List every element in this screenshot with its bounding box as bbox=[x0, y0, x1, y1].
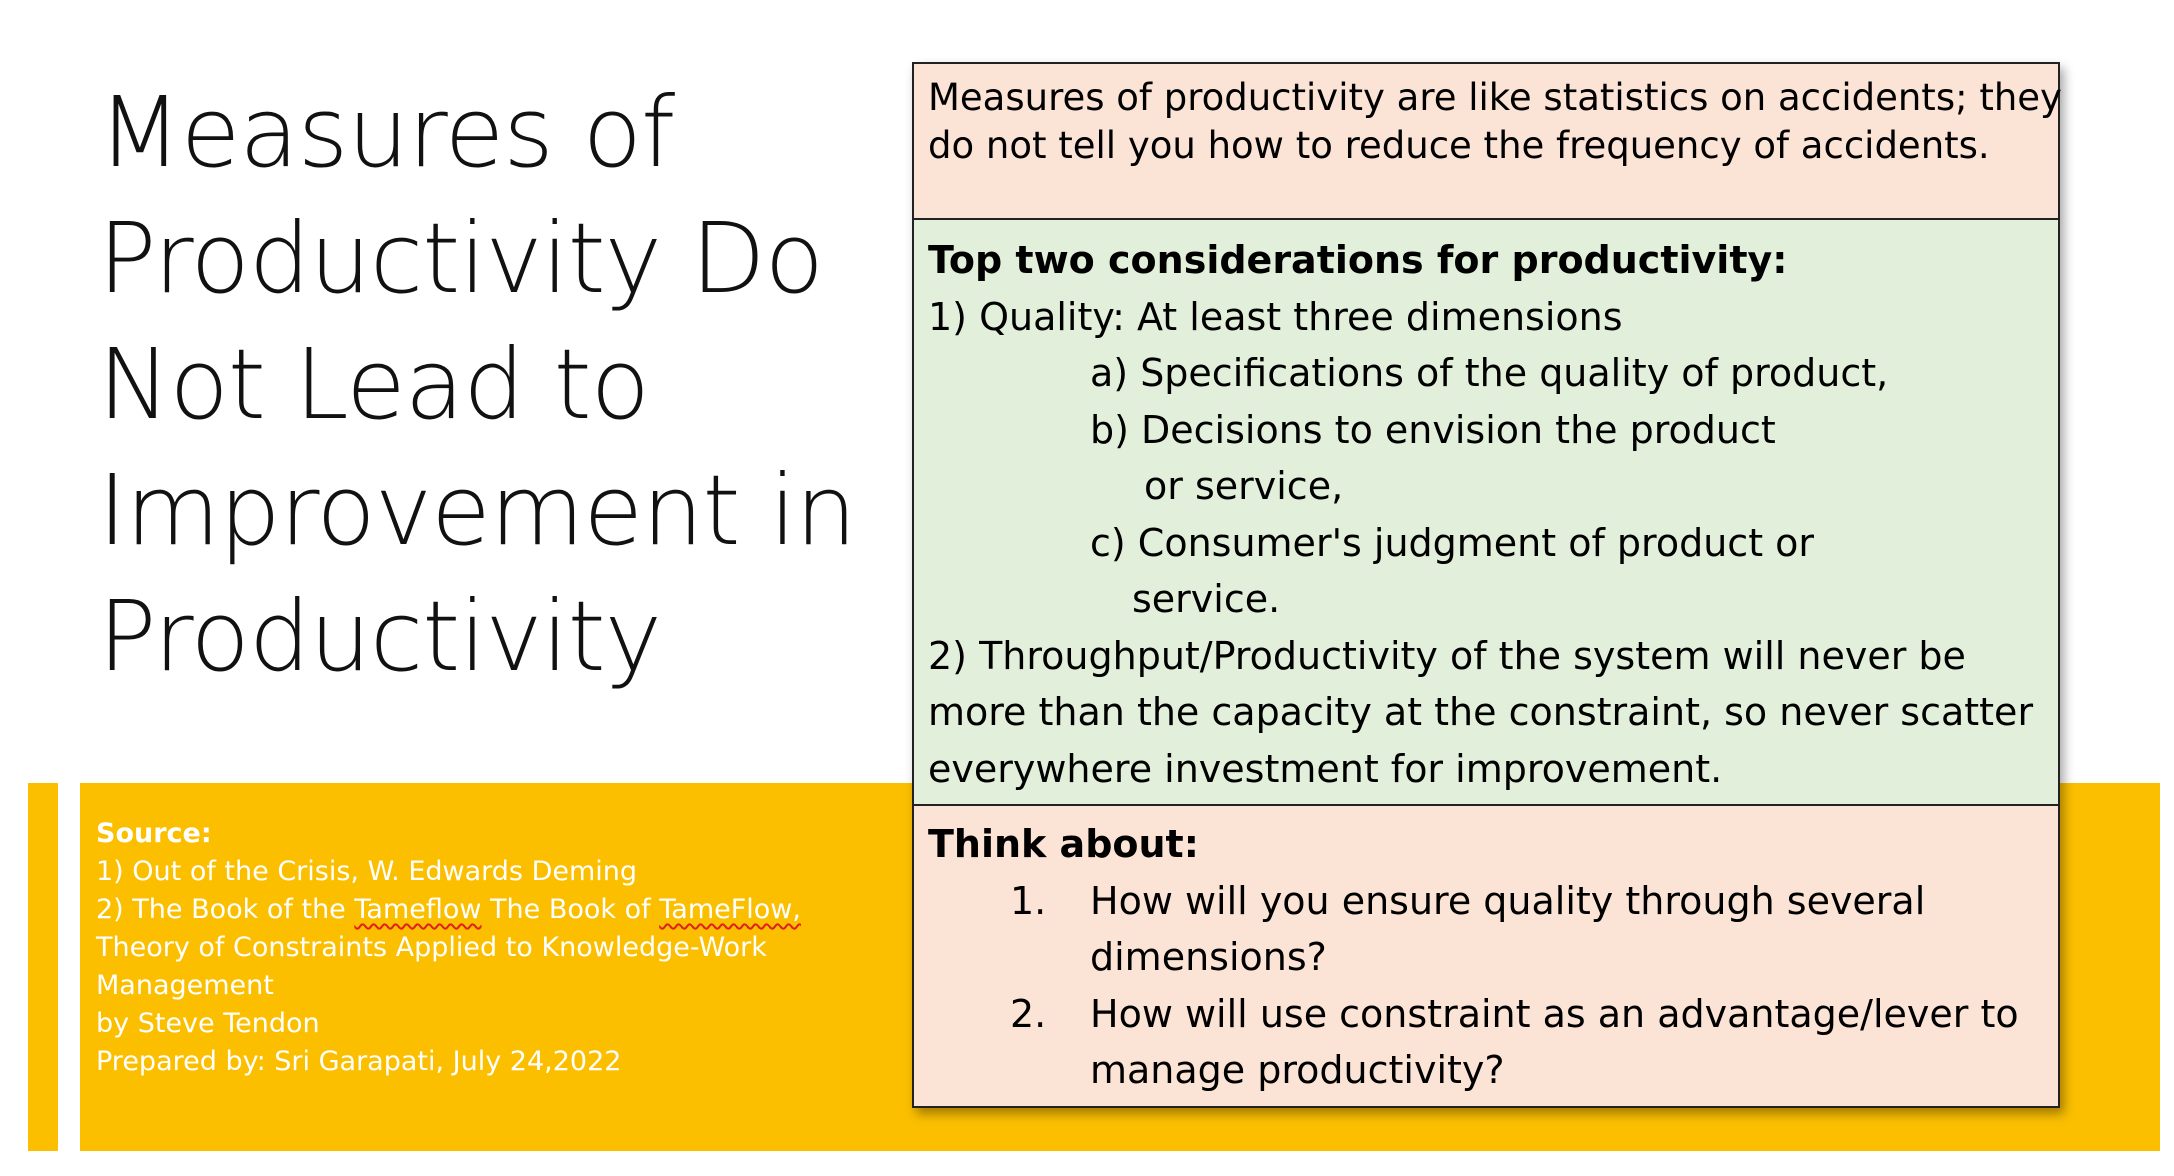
quote-line: Measures of productivity are like statis… bbox=[928, 76, 2062, 119]
throughput-item: 2) Throughput/Productivity of the system… bbox=[928, 633, 1966, 678]
quality-dimension-b-cont: or service, bbox=[1144, 464, 1344, 508]
considerations-heading: Top two considerations for productivity: bbox=[928, 238, 1788, 282]
quality-item: 1) Quality: At least three dimensions bbox=[928, 294, 1623, 339]
throughput-item: everywhere investment for improvement. bbox=[928, 746, 1723, 791]
accent-stripe bbox=[28, 783, 58, 1151]
title-line: Productivity bbox=[98, 580, 662, 693]
source-line: Theory of Constraints Applied to Knowled… bbox=[96, 932, 767, 963]
think-list-item: 2. How will use constraint as an advanta… bbox=[928, 986, 2044, 1099]
think-text: How will you ensure quality through seve… bbox=[1090, 878, 1926, 923]
source-line: Prepared by: Sri Garapati, July 24,2022 bbox=[96, 1046, 622, 1077]
list-number: 2. bbox=[1010, 991, 1047, 1036]
quality-dimension-b: b) Decisions to envision the product bbox=[1090, 407, 1776, 452]
source-line: Management bbox=[96, 970, 274, 1001]
throughput-item: more than the capacity at the constraint… bbox=[928, 690, 2034, 734]
quote-box: Measures of productivity are like statis… bbox=[914, 64, 2062, 220]
think-text: How will use constraint as an advantage/… bbox=[1090, 991, 2019, 1036]
content-panel: Measures of productivity are like statis… bbox=[912, 62, 2062, 1108]
quality-dimension-a: a) Specifications of the quality of prod… bbox=[1090, 351, 1889, 395]
think-list-item: 1. How will you ensure quality through s… bbox=[928, 873, 2044, 986]
think-heading: Think about: bbox=[928, 822, 1199, 866]
quote-line: do not tell you how to reduce the freque… bbox=[928, 124, 1990, 167]
title-line: Measures of bbox=[98, 76, 675, 189]
quality-dimension-c: c) Consumer's judgment of product or bbox=[1090, 520, 1815, 565]
think-box: Think about: 1. How will you ensure qual… bbox=[914, 806, 2058, 1106]
quality-dimension-c-cont: service. bbox=[1132, 577, 1281, 621]
source-block: Source: 1) Out of the Crisis, W. Edwards… bbox=[96, 815, 816, 1081]
source-line: 2) The Book of the Tameflow The Book of … bbox=[96, 891, 816, 929]
source-text: The Book of bbox=[481, 894, 660, 925]
source-heading: Source: bbox=[96, 818, 212, 849]
list-number: 1. bbox=[1010, 878, 1047, 923]
spellcheck-word: TameFlow, bbox=[659, 894, 801, 925]
considerations-box: Top two considerations for productivity:… bbox=[914, 220, 2058, 806]
source-line: 1) Out of the Crisis, W. Edwards Deming bbox=[96, 856, 638, 887]
think-text: dimensions? bbox=[1090, 935, 1327, 979]
slide-title: Measures of Productivity Do Not Lead to … bbox=[98, 70, 918, 700]
title-line: Productivity Do bbox=[98, 202, 824, 315]
source-text: 2) The Book of the bbox=[96, 894, 355, 925]
title-line: Improvement in bbox=[98, 454, 857, 567]
spellcheck-word: Tameflow bbox=[354, 894, 482, 925]
source-line: by Steve Tendon bbox=[96, 1008, 320, 1039]
title-line: Not Lead to bbox=[98, 328, 650, 441]
think-text: manage productivity? bbox=[1090, 1048, 1505, 1092]
